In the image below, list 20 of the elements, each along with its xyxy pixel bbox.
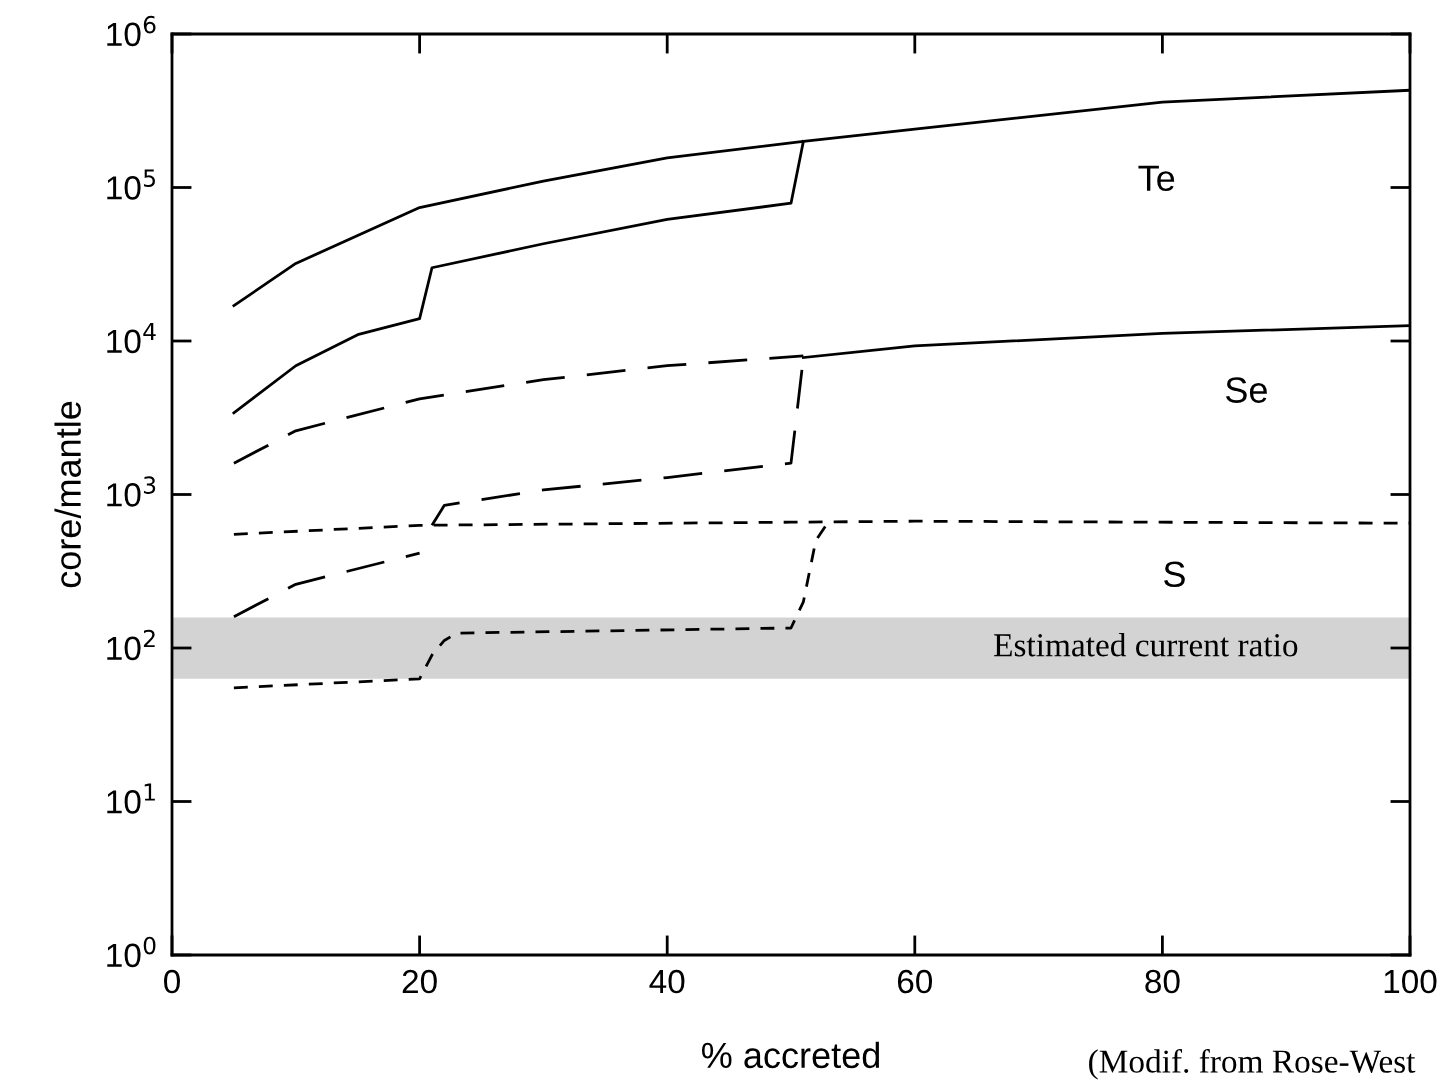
y-tick-label: 10$^{2}$ — [107, 629, 155, 661]
x-tick-label: 100 — [1384, 969, 1437, 994]
x-tick-label: 40 — [649, 969, 685, 994]
y-tick-label: 10$^{5}$ — [107, 169, 155, 200]
y-axis-title: core/mantle — [54, 401, 81, 588]
annotation: Se — [1225, 377, 1267, 403]
y-tick-label: 10$^{0}$ — [107, 936, 156, 968]
y-tick-label: 10$^{3}$ — [107, 476, 156, 507]
text: (Modif. from Rose-West — [1089, 1049, 1416, 1080]
x-tick-label: 0 — [164, 969, 180, 994]
band-label: Estimated current ratio — [994, 633, 1298, 657]
x-axis-title: % accreted — [701, 1041, 879, 1069]
y-tick-label: 10$^{1}$ — [107, 783, 155, 814]
annotation: Te — [1138, 165, 1175, 192]
annotation: S — [1164, 561, 1185, 588]
x-tick-label: 80 — [1145, 969, 1180, 994]
x-tick-label: 20 — [402, 969, 437, 994]
x-tick-label: 60 — [897, 969, 933, 994]
y-tick-label: 10$^{6}$ — [107, 15, 156, 47]
y-tick-label: 10$^{4}$ — [107, 323, 156, 354]
